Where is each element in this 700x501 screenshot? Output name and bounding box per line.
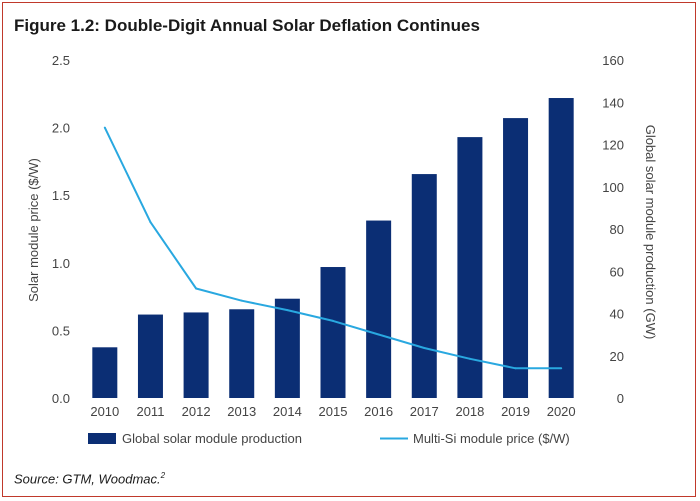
- price-point-2018: [468, 357, 471, 360]
- bar-2010: [92, 347, 118, 398]
- right-axis: 0 20 40 60 80 100 120 140 160: [602, 53, 624, 406]
- source-note: Source: GTM, Woodmac.2: [14, 471, 165, 486]
- right-tick-label: 60: [610, 264, 624, 279]
- bar-2015: [320, 267, 346, 398]
- right-tick-label: 140: [602, 95, 624, 110]
- x-tick-label: 2014: [273, 404, 302, 419]
- right-tick-label: 100: [602, 180, 624, 195]
- right-tick-label: 120: [602, 138, 624, 153]
- left-tick-label: 2.5: [52, 53, 70, 68]
- bar-2014: [274, 298, 300, 398]
- x-axis: 2010 2011 2012 2013 2014 2015 2016 2017 2018 2019…: [90, 404, 575, 419]
- source-footnote-marker: 2: [160, 471, 166, 480]
- bar-2016: [366, 220, 392, 398]
- price-point-2014: [286, 309, 289, 312]
- legend-line-label: Multi-Si module price ($/W): [413, 431, 570, 446]
- bar-2017: [411, 174, 437, 398]
- legend-bar-swatch: [88, 433, 116, 444]
- legend-bar-label: Global solar module production: [122, 431, 302, 446]
- price-point-2020: [560, 367, 563, 370]
- bar-2013: [229, 309, 255, 398]
- bar-2018: [457, 137, 483, 398]
- x-tick-label: 2010: [90, 404, 119, 419]
- right-tick-label: 40: [610, 307, 624, 322]
- x-tick-label: 2020: [547, 404, 576, 419]
- left-tick-label: 1.5: [52, 188, 70, 203]
- price-point-2016: [377, 333, 380, 336]
- right-axis-label: Global solar module production (GW): [643, 125, 658, 340]
- price-point-2017: [423, 346, 426, 349]
- left-tick-label: 2.0: [52, 121, 70, 136]
- price-point-2011: [149, 221, 152, 224]
- bar-2012: [183, 312, 209, 398]
- figure-title: Figure 1.2: Double-Digit Annual Solar De…: [14, 16, 480, 35]
- price-point-2012: [195, 287, 198, 290]
- x-tick-label: 2012: [182, 404, 211, 419]
- x-tick-label: 2016: [364, 404, 393, 419]
- x-tick-label: 2018: [455, 404, 484, 419]
- x-tick-label: 2015: [319, 404, 348, 419]
- line-series: [103, 126, 563, 370]
- price-point-2019: [514, 367, 517, 370]
- figure-frame: [2, 2, 696, 497]
- left-tick-label: 1.0: [52, 256, 70, 271]
- left-tick-label: 0.5: [52, 323, 70, 338]
- source-text: Source: GTM, Woodmac.: [14, 471, 161, 487]
- bar-2019: [503, 118, 529, 398]
- bar-2020: [548, 98, 574, 399]
- x-tick-label: 2019: [501, 404, 530, 419]
- price-point-2013: [240, 299, 243, 302]
- bar-2011: [137, 314, 163, 398]
- left-axis: 0.0 0.5 1.0 1.5 2.0 2.5: [52, 53, 70, 406]
- x-tick-label: 2017: [410, 404, 439, 419]
- right-tick-label: 160: [602, 53, 624, 68]
- x-tick-label: 2011: [136, 404, 164, 419]
- legend: Global solar module production Multi-Si …: [88, 431, 570, 446]
- x-tick-label: 2013: [227, 404, 256, 419]
- price-point-2010: [103, 126, 106, 129]
- left-tick-label: 0.0: [52, 391, 70, 406]
- bar-series: [92, 98, 574, 399]
- left-axis-label: Solar module price ($/W): [26, 158, 41, 302]
- right-tick-label: 20: [610, 349, 624, 364]
- price-point-2015: [332, 319, 334, 322]
- right-tick-label: 80: [610, 222, 624, 237]
- right-tick-label: 0: [617, 391, 624, 406]
